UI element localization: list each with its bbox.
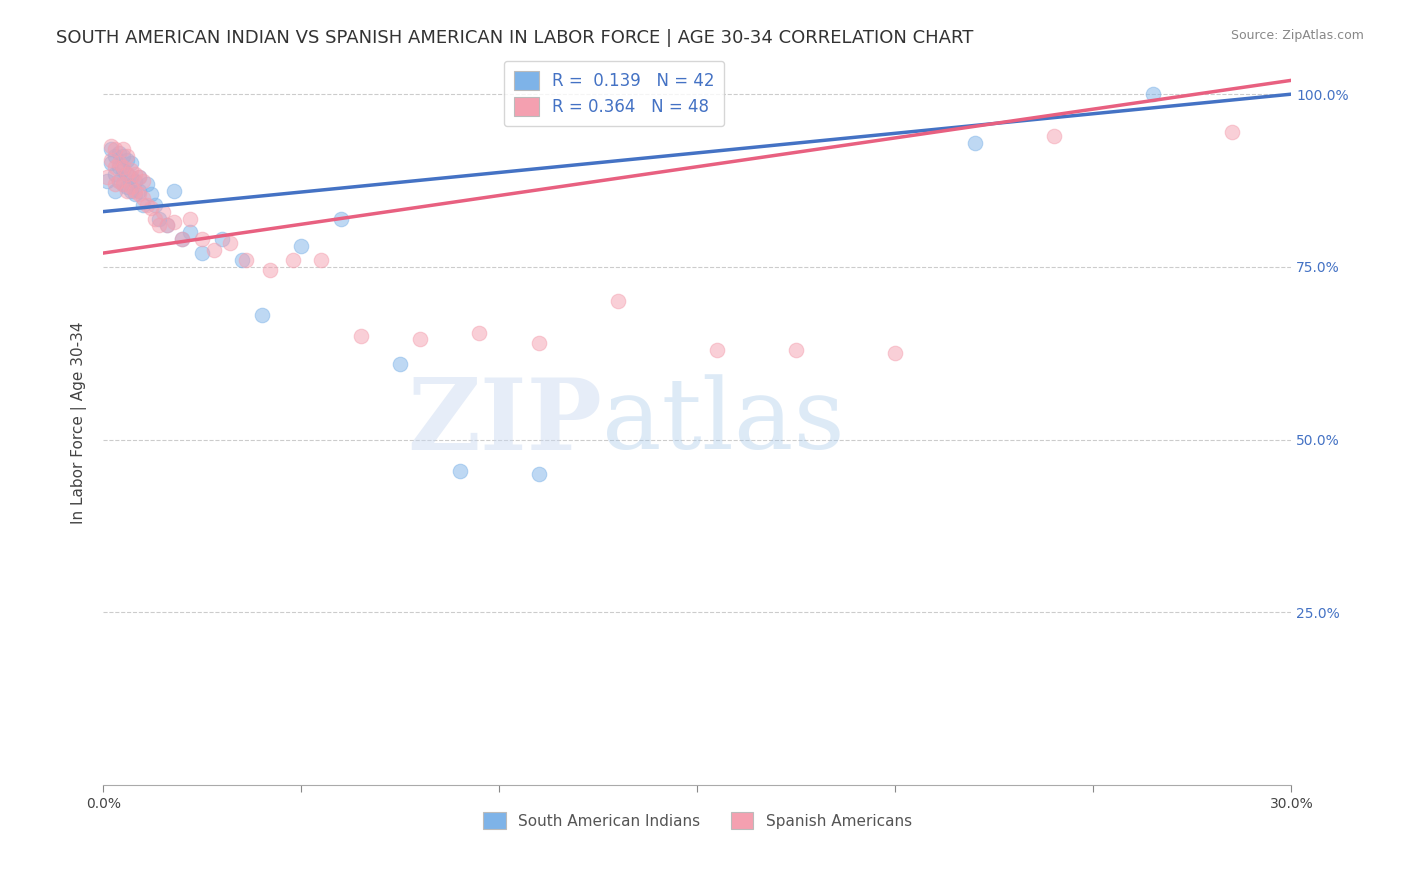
- Point: [290, 239, 312, 253]
- Point: [389, 357, 412, 371]
- Point: [108, 173, 131, 187]
- Point: [115, 180, 138, 194]
- Point: [124, 167, 146, 181]
- Point: [100, 143, 122, 157]
- Point: [128, 169, 150, 184]
- Point: [108, 173, 131, 187]
- Point: [104, 143, 127, 157]
- Point: [309, 252, 332, 267]
- Point: [449, 464, 471, 478]
- Point: [108, 156, 131, 170]
- Point: [706, 343, 728, 357]
- Point: [1042, 128, 1064, 143]
- Point: [191, 232, 214, 246]
- Point: [148, 219, 170, 233]
- Point: [1220, 125, 1243, 139]
- Point: [884, 346, 907, 360]
- Point: [143, 211, 166, 226]
- Y-axis label: In Labor Force | Age 30-34: In Labor Force | Age 30-34: [72, 321, 87, 524]
- Point: [191, 246, 214, 260]
- Point: [143, 197, 166, 211]
- Point: [108, 145, 131, 160]
- Point: [231, 252, 253, 267]
- Point: [100, 139, 122, 153]
- Point: [115, 149, 138, 163]
- Point: [120, 184, 142, 198]
- Point: [120, 169, 142, 184]
- Point: [111, 177, 134, 191]
- Text: Source: ZipAtlas.com: Source: ZipAtlas.com: [1230, 29, 1364, 42]
- Point: [409, 333, 432, 347]
- Point: [111, 149, 134, 163]
- Point: [104, 184, 127, 198]
- Point: [139, 187, 162, 202]
- Point: [100, 153, 122, 167]
- Point: [128, 187, 150, 202]
- Point: [132, 197, 155, 211]
- Point: [128, 184, 150, 198]
- Point: [104, 160, 127, 174]
- Point: [329, 211, 352, 226]
- Point: [468, 326, 491, 340]
- Point: [108, 160, 131, 174]
- Point: [155, 219, 177, 233]
- Point: [120, 180, 142, 194]
- Point: [155, 219, 177, 233]
- Point: [211, 232, 233, 246]
- Point: [96, 173, 118, 187]
- Point: [115, 153, 138, 167]
- Point: [202, 243, 225, 257]
- Point: [963, 136, 986, 150]
- Point: [100, 156, 122, 170]
- Point: [527, 335, 550, 350]
- Point: [111, 163, 134, 178]
- Point: [349, 329, 371, 343]
- Point: [111, 177, 134, 191]
- Point: [115, 167, 138, 181]
- Point: [163, 215, 186, 229]
- Point: [607, 294, 630, 309]
- Point: [152, 204, 174, 219]
- Point: [128, 169, 150, 184]
- Point: [135, 197, 157, 211]
- Point: [259, 263, 281, 277]
- Point: [115, 167, 138, 181]
- Point: [115, 184, 138, 198]
- Text: ZIP: ZIP: [408, 374, 602, 471]
- Point: [283, 252, 305, 267]
- Text: atlas: atlas: [602, 375, 845, 470]
- Point: [219, 235, 242, 250]
- Point: [179, 211, 201, 226]
- Point: [163, 184, 186, 198]
- Point: [124, 184, 146, 198]
- Point: [785, 343, 807, 357]
- Point: [527, 467, 550, 482]
- Point: [250, 308, 273, 322]
- Point: [124, 187, 146, 202]
- Point: [1142, 87, 1164, 102]
- Point: [120, 163, 142, 178]
- Point: [124, 173, 146, 187]
- Point: [172, 232, 194, 246]
- Point: [120, 156, 142, 170]
- Point: [139, 201, 162, 215]
- Point: [179, 225, 201, 239]
- Point: [104, 149, 127, 163]
- Point: [135, 177, 157, 191]
- Point: [172, 232, 194, 246]
- Text: SOUTH AMERICAN INDIAN VS SPANISH AMERICAN IN LABOR FORCE | AGE 30-34 CORRELATION: SOUTH AMERICAN INDIAN VS SPANISH AMERICA…: [56, 29, 973, 46]
- Point: [96, 169, 118, 184]
- Point: [148, 211, 170, 226]
- Point: [132, 191, 155, 205]
- Point: [111, 160, 134, 174]
- Point: [104, 177, 127, 191]
- Point: [132, 173, 155, 187]
- Point: [235, 252, 257, 267]
- Point: [104, 167, 127, 181]
- Point: [111, 143, 134, 157]
- Legend: South American Indians, Spanish Americans: South American Indians, Spanish American…: [477, 805, 918, 836]
